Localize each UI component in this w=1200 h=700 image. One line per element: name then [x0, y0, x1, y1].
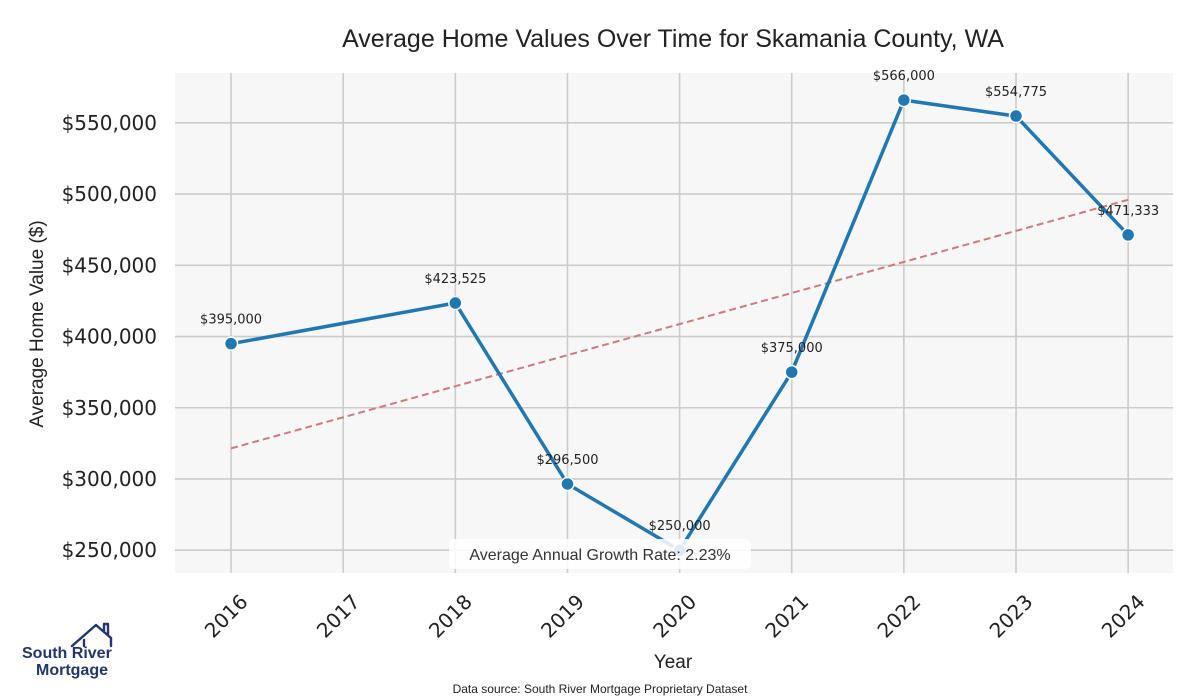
data-label: $296,500 — [536, 453, 598, 468]
x-tick-label: 2020 — [648, 590, 701, 643]
x-tick-label: 2023 — [985, 590, 1038, 643]
x-tick-label: 2016 — [200, 590, 253, 643]
data-point — [1120, 227, 1136, 243]
data-point — [1008, 108, 1024, 124]
data-label: $250,000 — [649, 519, 711, 534]
x-tick-label: 2019 — [536, 590, 589, 643]
data-source-note: Data source: South River Mortgage Propri… — [453, 682, 748, 696]
data-label: $395,000 — [200, 313, 262, 328]
data-point — [784, 364, 799, 380]
series-line — [230, 98, 1130, 552]
data-labels: $395,000 $423,525 $296,500 $250,000 $375,000… — [200, 69, 1159, 534]
y-tick-label: $250,000 — [62, 538, 157, 562]
y-tick-label: $500,000 — [62, 182, 157, 206]
chart-title: Average Home Values Over Time for Skaman… — [342, 25, 1004, 53]
grid — [175, 73, 1173, 573]
plot-background — [175, 73, 1173, 573]
logo-text-line2: Mortgage — [36, 662, 108, 679]
data-label: $423,525 — [424, 272, 486, 287]
data-point — [896, 92, 912, 108]
growth-annotation-text: Average Annual Growth Rate: 2.23% — [469, 547, 730, 564]
data-point — [448, 295, 463, 311]
y-tick-label: $300,000 — [62, 467, 157, 491]
x-tick-label: 2022 — [872, 590, 925, 643]
house-icon — [70, 622, 113, 648]
y-axis-title: Average Home Value ($) — [27, 220, 48, 427]
growth-annotation-box — [449, 539, 751, 569]
data-point — [560, 476, 575, 492]
data-label: $566,000 — [873, 69, 935, 84]
logo: South River Mortgage — [22, 622, 113, 679]
y-tick-label: $450,000 — [62, 253, 157, 277]
trend-line — [230, 198, 1129, 450]
y-tick-label: $550,000 — [62, 111, 157, 135]
data-label: $554,775 — [985, 85, 1047, 100]
x-axis-title: Year — [654, 652, 693, 673]
growth-annotation: Average Annual Growth Rate: 2.23% — [449, 539, 751, 569]
x-tick-label: 2024 — [1097, 590, 1150, 643]
x-tick-label: 2021 — [760, 590, 813, 643]
x-tick-label: 2017 — [312, 590, 365, 643]
data-label: $471,333 — [1097, 204, 1159, 219]
data-label: $375,000 — [761, 341, 823, 356]
x-axis-ticks: 2016 2017 2018 2019 2020 2021 2022 2023 2024 — [200, 590, 1150, 643]
data-point — [223, 336, 239, 351]
logo-text-line1: South River — [22, 645, 112, 662]
y-tick-label: $400,000 — [62, 325, 157, 349]
y-axis-ticks: $250,000 $300,000 $350,000 $400,000 $450,000… — [62, 111, 157, 562]
y-tick-label: $350,000 — [62, 396, 157, 420]
x-tick-label: 2018 — [424, 590, 477, 643]
